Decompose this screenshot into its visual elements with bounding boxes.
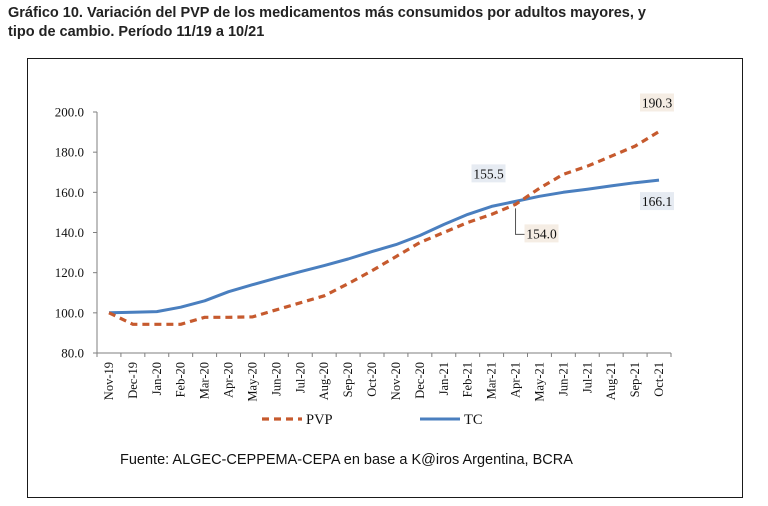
x-tick-label: May-20 [245, 362, 259, 402]
x-tick-label: Oct-21 [652, 362, 666, 397]
x-axis: Nov-19 Dec-19 Jan-20 Feb-20 Mar-20 Apr-20 May-… [96, 352, 672, 402]
annotation-box [640, 192, 674, 211]
y-tick-label: 120.0 [55, 265, 84, 280]
annotation-leader [515, 208, 525, 235]
y-tick-label: 100.0 [55, 305, 84, 320]
x-tick-label: May-21 [532, 362, 546, 402]
source-note: Fuente: ALGEC-CEPPEMA-CEPA en base a K@i… [120, 452, 573, 468]
x-tick-label: Aug-21 [604, 362, 618, 400]
x-tick-label: Oct-20 [365, 362, 379, 397]
x-tick-label: Nov-19 [102, 362, 116, 400]
annotation-label: 154.0 [526, 226, 557, 241]
x-tick-label: Apr-20 [222, 362, 236, 398]
annotation-label: 166.1 [642, 194, 672, 209]
x-tick-label: Feb-21 [461, 362, 475, 397]
y-axis: 80.0 100.0 120.0 140.0 160.0 180.0 200.0 [55, 105, 98, 361]
series-tc-line [108, 178, 660, 315]
y-tick-label: 80.0 [61, 346, 84, 361]
x-tick-label: Mar-21 [485, 362, 499, 399]
chart-title: Gráfico 10. Variación del PVP de los med… [8, 4, 708, 42]
y-tick-label: 200.0 [55, 105, 84, 120]
series-pvp-line [108, 130, 660, 326]
y-tick-label: 160.0 [55, 185, 84, 200]
annotation-layer: 190.3 166.1 155.5 154.0 [471, 93, 674, 243]
annotation-box [524, 224, 559, 243]
x-tick-label: Feb-20 [174, 362, 188, 397]
series-layer [108, 130, 660, 326]
x-tick-label: Sep-21 [628, 362, 642, 397]
x-tick-label: Sep-20 [341, 362, 355, 397]
y-tick-label: 180.0 [55, 145, 84, 160]
annotation-label: 190.3 [642, 95, 673, 110]
x-tick-label: Nov-20 [389, 362, 403, 400]
x-tick-label: Jul-21 [580, 362, 594, 393]
annotation-box [640, 93, 674, 112]
x-tick-label: Jul-20 [293, 362, 307, 393]
chart-title-line1: Gráfico 10. Variación del PVP de los med… [8, 5, 646, 21]
annotation-box [471, 164, 506, 183]
x-tick-label: Dec-20 [413, 362, 427, 399]
legend-label-pvp: PVP [306, 412, 333, 428]
x-tick-label: Dec-19 [126, 362, 140, 399]
y-tick-label: 140.0 [55, 225, 84, 240]
x-tick-label: Jan-21 [437, 362, 451, 395]
chart-title-line2: tipo de cambio. Período 11/19 a 10/21 [8, 24, 265, 40]
x-tick-label: Aug-20 [317, 362, 331, 400]
x-tick-label: Jan-20 [150, 362, 164, 395]
legend: PVP TC [262, 412, 483, 428]
x-tick-label: Jun-21 [556, 362, 570, 396]
x-tick-label: Mar-20 [198, 362, 212, 399]
legend-label-tc: TC [464, 412, 483, 428]
chart-frame [27, 58, 743, 498]
x-tick-label: Jun-20 [269, 362, 283, 396]
annotation-label: 155.5 [473, 166, 504, 181]
x-tick-label: Apr-21 [509, 362, 523, 398]
